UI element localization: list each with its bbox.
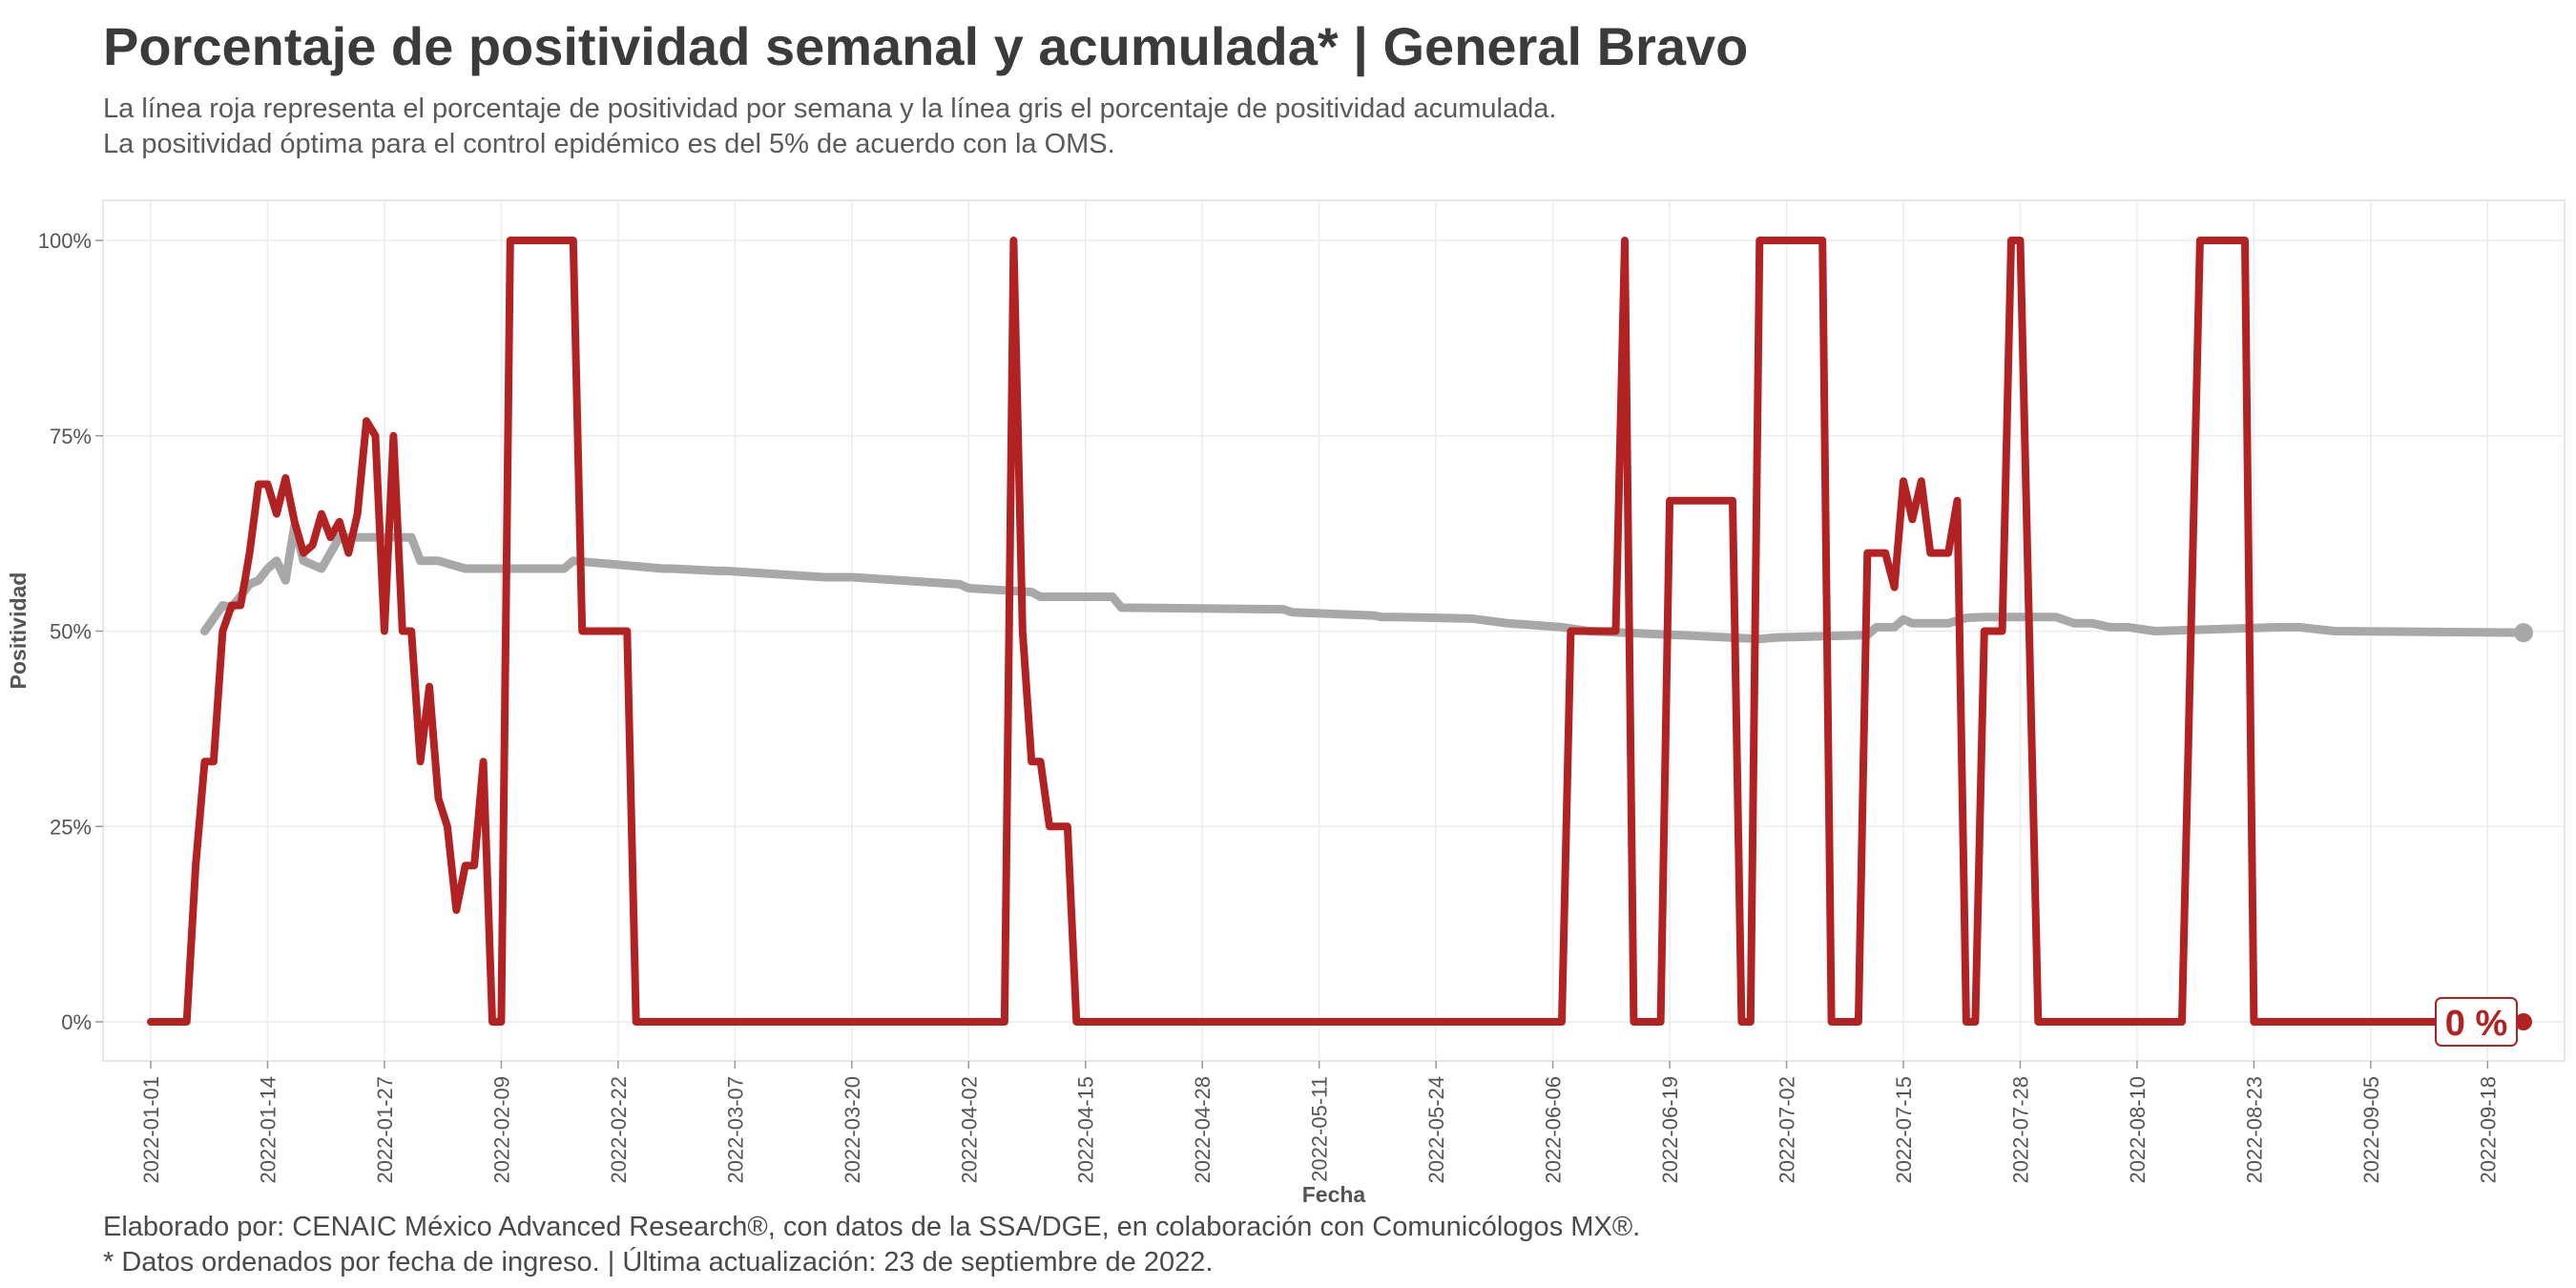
chart-caption: Elaborado por: CENAIC México Advanced Re…	[103, 1210, 1640, 1280]
x-tick-label: 2022-07-15	[1892, 1076, 1916, 1184]
x-tick-label: 2022-08-23	[2242, 1076, 2266, 1184]
y-tick-label: 25%	[50, 815, 92, 839]
x-tick-label: 2022-05-11	[1308, 1076, 1332, 1182]
weekly-end-point	[2515, 1013, 2532, 1030]
y-tick-label: 75%	[50, 425, 92, 448]
y-tick-label: 100%	[38, 229, 92, 253]
x-tick-label: 2022-02-09	[489, 1076, 513, 1184]
end-value-label-box	[2435, 997, 2518, 1047]
x-tick-label: 2022-09-18	[2476, 1076, 2500, 1184]
chart-title: Porcentaje de positividad semanal y acum…	[103, 16, 1749, 76]
x-axis-title: Fecha	[1302, 1182, 1366, 1207]
chart-subtitle: La línea roja representa el porcentaje d…	[103, 92, 1556, 162]
y-tick-label: 50%	[50, 620, 92, 644]
x-axis-ticks: 2022-01-01 2022-01-14 2022-01-27 2022-02-09…	[139, 1061, 2500, 1184]
x-tick-label: 2022-01-27	[373, 1076, 397, 1184]
end-markers: 0 %	[2435, 623, 2533, 1047]
x-tick-label: 2022-01-14	[256, 1076, 280, 1184]
weekly-positivity-line	[147, 237, 2527, 1026]
x-tick-label: 2022-03-07	[723, 1076, 747, 1184]
x-tick-label: 2022-06-06	[1542, 1076, 1566, 1184]
x-tick-label: 2022-04-15	[1074, 1076, 1098, 1184]
series-lines	[147, 237, 2528, 1026]
subtitle-line-2: La positividad óptima para el control ep…	[103, 129, 1115, 159]
y-axis-ticks: 0% 25% 50% 75% 100%	[38, 229, 103, 1034]
cumulative-end-point	[2514, 623, 2533, 643]
x-tick-label: 2022-06-19	[1658, 1076, 1682, 1184]
x-tick-label: 2022-01-01	[139, 1076, 163, 1184]
caption-line-2: * Datos ordenados por fecha de ingreso. …	[103, 1247, 1214, 1278]
x-tick-label: 2022-07-02	[1776, 1076, 1799, 1184]
x-tick-label: 2022-04-28	[1191, 1076, 1215, 1184]
caption-line-1: Elaborado por: CENAIC México Advanced Re…	[103, 1212, 1641, 1242]
y-axis-title: Positividad	[6, 572, 31, 690]
x-tick-label: 2022-05-24	[1424, 1076, 1448, 1184]
x-tick-label: 2022-08-10	[2126, 1076, 2150, 1184]
x-tick-label: 2022-04-02	[957, 1076, 981, 1184]
y-tick-label: 0%	[61, 1010, 92, 1034]
x-tick-label: 2022-09-05	[2359, 1076, 2383, 1184]
cumulative-positivity-line	[200, 521, 2528, 644]
end-value-label: 0 %	[2445, 1004, 2507, 1044]
subtitle-line-1: La línea roja representa el porcentaje d…	[103, 93, 1557, 124]
x-tick-label: 2022-07-28	[2008, 1076, 2032, 1184]
x-tick-label: 2022-03-20	[841, 1076, 864, 1184]
x-tick-label: 2022-02-22	[607, 1076, 631, 1184]
